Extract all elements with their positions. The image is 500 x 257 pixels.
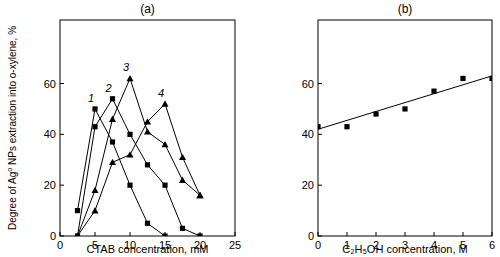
y-tick (60, 185, 64, 186)
x-tick-label: 25 (229, 239, 241, 251)
y-tick-label: 0 (308, 230, 314, 242)
marker (127, 151, 134, 157)
marker (145, 221, 150, 226)
marker (162, 100, 169, 106)
y-tick-label: 20 (302, 179, 314, 191)
marker (144, 128, 151, 134)
y-tick-label: 40 (44, 128, 56, 140)
panel: 01234560204060(b)C₂H₅OH concentration, M (302, 2, 495, 255)
marker (92, 106, 97, 111)
x-tick (376, 232, 377, 236)
x-tick (60, 232, 61, 236)
marker (109, 159, 116, 165)
y-tick-label: 0 (50, 230, 56, 242)
marker (127, 75, 134, 81)
marker (110, 139, 115, 144)
x-tick (130, 232, 131, 236)
marker (180, 226, 185, 231)
marker (162, 183, 167, 188)
series-line (78, 104, 201, 236)
panel-title: (a) (140, 2, 155, 16)
marker (197, 233, 202, 236)
marker (460, 76, 465, 81)
figure: 05101520250204060(a)CTAB concentration, … (0, 0, 500, 257)
series-label: 4 (158, 87, 164, 99)
x-axis-label: CTAB concentration, mM (86, 243, 208, 255)
series-line (78, 99, 201, 236)
series-label: 2 (104, 82, 111, 94)
marker (179, 177, 186, 183)
x-tick (463, 232, 464, 236)
x-tick-label: 6 (489, 239, 495, 251)
marker (92, 187, 99, 193)
marker (92, 207, 99, 213)
x-tick (95, 232, 96, 236)
y-tick-label: 20 (44, 179, 56, 191)
data-area (74, 75, 204, 236)
y-tick (318, 134, 322, 135)
marker (109, 116, 116, 122)
x-tick-label: 0 (57, 239, 63, 251)
marker (197, 192, 204, 198)
x-tick (405, 232, 406, 236)
marker (344, 124, 349, 129)
marker (145, 162, 150, 167)
marker (127, 183, 132, 188)
y-tick (60, 83, 64, 84)
y-tick (60, 134, 64, 135)
y-tick (318, 83, 322, 84)
marker (110, 96, 115, 101)
y-tick-label: 60 (302, 78, 314, 90)
y-tick-label: 60 (44, 78, 56, 90)
series-line (78, 78, 201, 236)
x-tick (492, 232, 493, 236)
series-line (318, 76, 492, 129)
plot-frame (60, 20, 235, 236)
y-tick (60, 236, 64, 237)
data-area (318, 76, 492, 129)
marker (402, 106, 407, 111)
x-tick (434, 232, 435, 236)
y-tick (318, 236, 322, 237)
x-axis-label: C₂H₅OH concentration, M (342, 243, 467, 255)
x-tick (318, 232, 319, 236)
series-labels: 123 4 (88, 61, 164, 103)
marker (144, 118, 151, 124)
series-label: 3 (123, 61, 130, 73)
panel-title: (b) (398, 2, 413, 16)
x-tick (235, 232, 236, 236)
series-label: 1 (88, 92, 94, 104)
marker (179, 154, 186, 160)
y-axis-label: Degree of Ag⁰ NPs extraction into o-xyle… (7, 26, 18, 230)
marker (162, 233, 167, 236)
x-tick-label: 0 (315, 239, 321, 251)
marker (92, 124, 97, 129)
marker (162, 141, 169, 147)
marker (197, 192, 204, 198)
marker (74, 233, 81, 237)
panel: 05101520250204060(a)CTAB concentration, … (7, 2, 241, 255)
x-tick (347, 232, 348, 236)
y-tick (318, 185, 322, 186)
plot-frame (318, 20, 492, 236)
marker (75, 208, 80, 213)
marker (127, 132, 132, 137)
y-tick-label: 40 (302, 128, 314, 140)
